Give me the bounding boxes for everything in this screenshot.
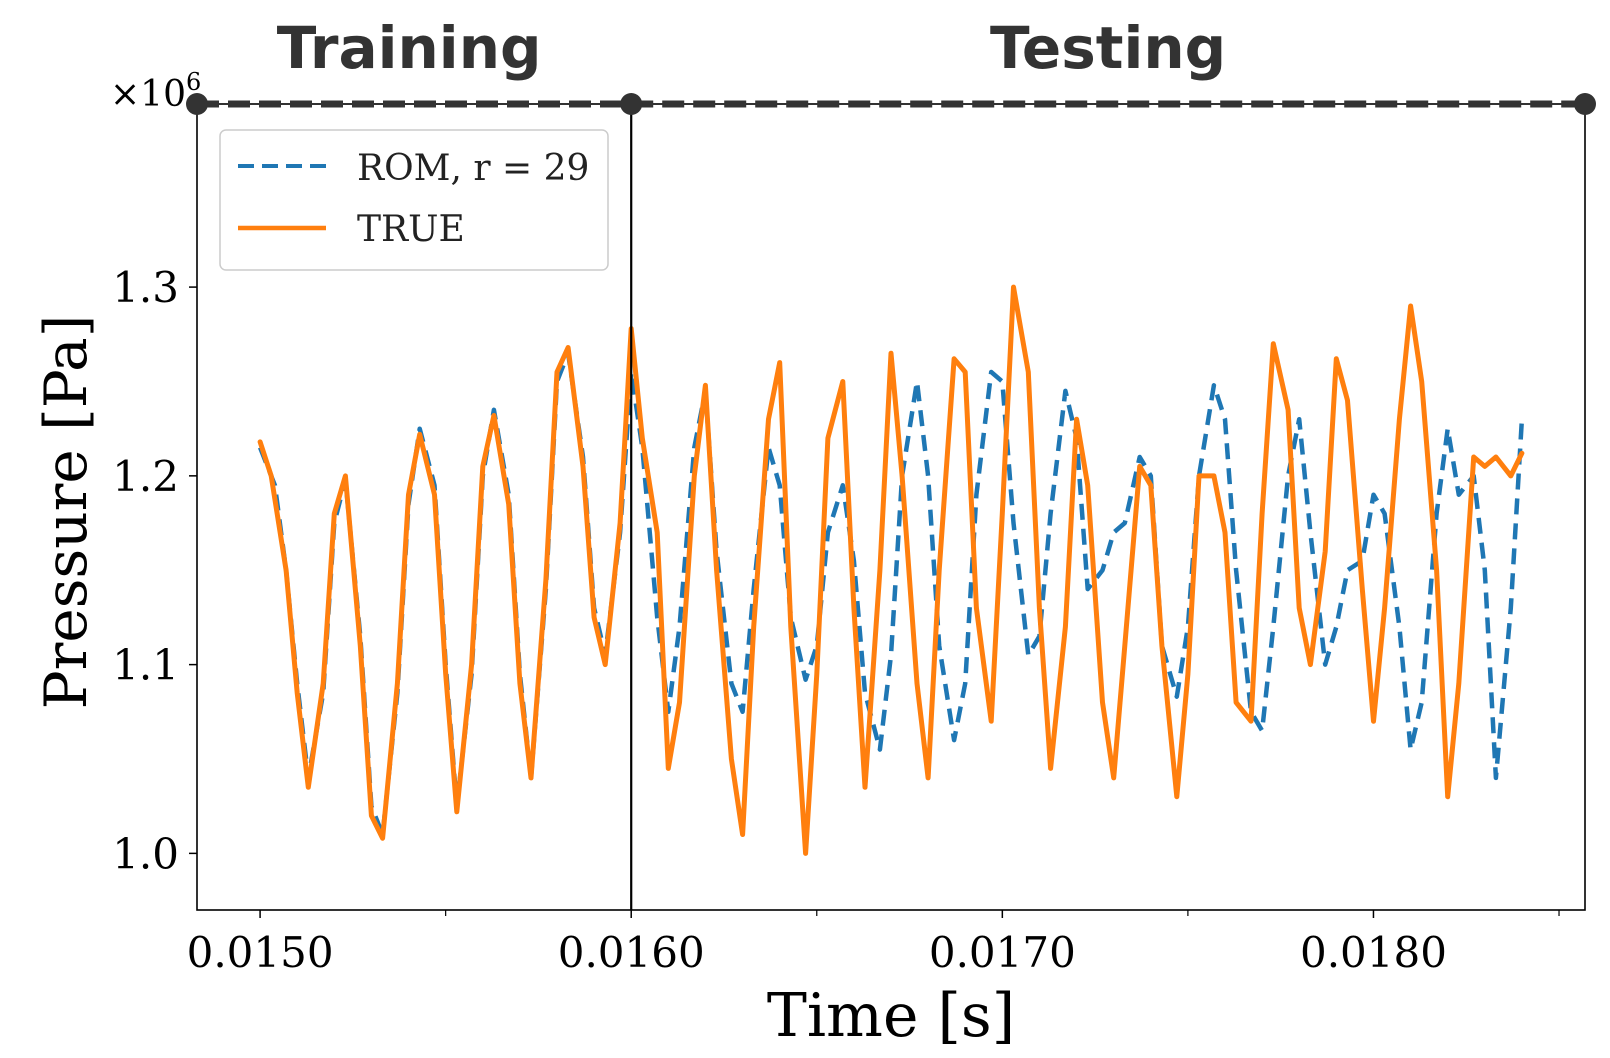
y-multiplier-label: ×106 <box>110 68 201 115</box>
y-tick-label: 1.3 <box>112 263 179 312</box>
region-boundary-marker <box>620 93 643 115</box>
y-tick-label: 1.0 <box>112 829 179 878</box>
y-tick-label: 1.2 <box>112 452 179 501</box>
region-boundary-marker <box>186 93 208 115</box>
x-tick-label: 0.0160 <box>558 928 705 977</box>
series-line-true <box>257 284 1525 856</box>
legend-true-label: TRUE <box>357 209 465 250</box>
x-axis-label: Time [s] <box>767 981 1015 1051</box>
region-label-training: Training <box>277 14 542 82</box>
legend-rom-label: ROM, r = 29 <box>357 148 589 189</box>
y-tick-label: 1.1 <box>112 641 179 690</box>
x-tick-label: 0.0180 <box>1300 928 1447 977</box>
region-label-testing: Testing <box>990 14 1226 82</box>
x-tick-label: 0.0170 <box>929 928 1076 977</box>
x-tick-label: 0.0150 <box>187 928 334 977</box>
y-axis-label: Pressure [Pa] <box>32 315 100 710</box>
legend: ROM, r = 29 TRUE <box>219 129 609 271</box>
region-boundary-marker <box>1574 93 1596 115</box>
